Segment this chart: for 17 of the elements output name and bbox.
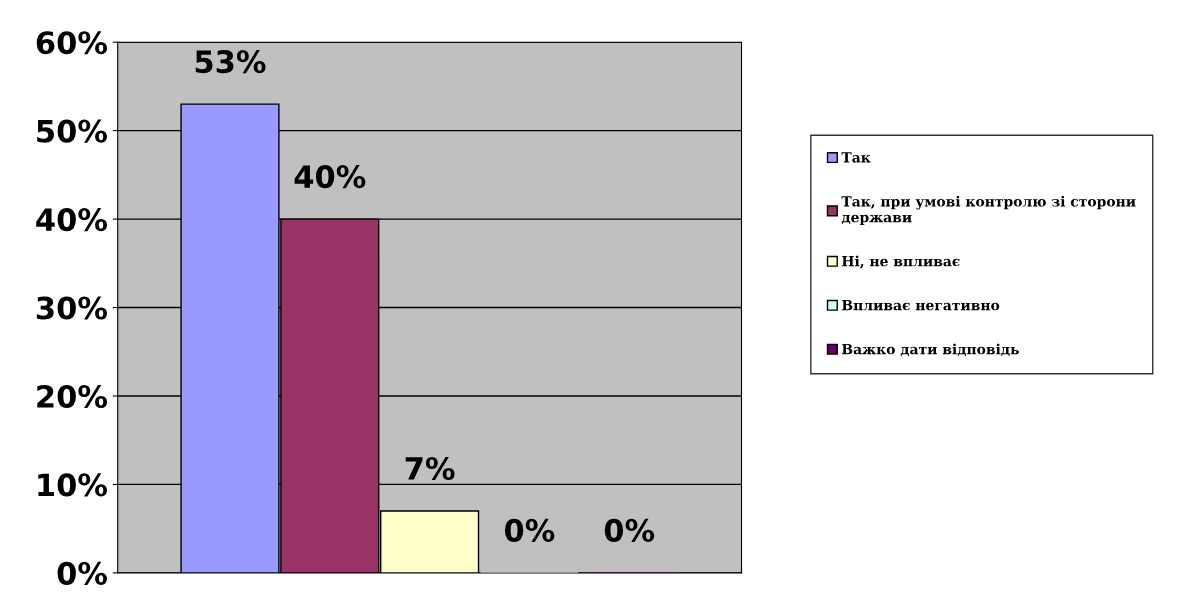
legend-label: Важко дати відповідь — [842, 343, 1019, 357]
data-label: 0% — [604, 518, 655, 542]
y-tick-label: 20% — [37, 384, 108, 409]
y-tick-label: 50% — [37, 119, 108, 143]
data-label: 7% — [405, 456, 455, 481]
legend-label: Ні, не впливає — [842, 255, 960, 269]
legend-label: Так, при умові контролю зі сторони держави — [841, 195, 1136, 226]
y-tick-label: 30% — [36, 296, 108, 320]
data-label: 53% — [195, 50, 266, 74]
data-label: 40% — [294, 165, 366, 189]
y-tick-label: 60% — [36, 31, 108, 55]
y-tick-label: 40% — [36, 208, 108, 232]
data-label: 0% — [504, 518, 555, 542]
legend-label: Впливає негативно — [842, 300, 1000, 311]
y-tick-label: 10% — [38, 473, 108, 497]
y-tick-label: 0% — [57, 561, 107, 585]
legend-label: Так — [841, 152, 871, 163]
